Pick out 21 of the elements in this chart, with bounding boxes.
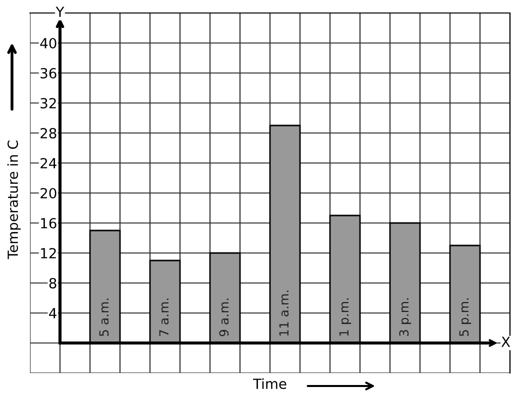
x-tick-label: 5 a.m. <box>99 298 109 336</box>
y-tick-label: 32 <box>40 98 56 108</box>
y-tick-label: 12 <box>41 248 56 258</box>
x-tick-label: 11 a.m. <box>279 290 289 336</box>
x-axis-title: Time <box>252 378 286 390</box>
annotation: X <box>501 336 510 347</box>
x-tick-label: 5 p.m. <box>459 298 472 336</box>
y-tick-label: 8 <box>49 278 56 288</box>
x-tick-label: 3 p.m. <box>399 298 412 336</box>
x-tick-label: 9 a.m. <box>219 298 229 336</box>
annotation: Y <box>56 6 64 17</box>
y-tick-label: 4 <box>49 308 56 318</box>
y-tick-label: 24 <box>40 158 56 168</box>
y-tick-label: 20 <box>40 188 56 198</box>
y-tick-label: 40 <box>40 38 56 48</box>
y-tick-label: 36 <box>40 68 56 78</box>
y-axis-title: Temperature in C <box>7 140 21 260</box>
x-tick-label: 7 a.m. <box>159 298 169 336</box>
y-tick-label: 16 <box>41 218 56 228</box>
y-tick-label: 28 <box>40 128 56 138</box>
x-tick-label: 1 p.m. <box>339 298 352 336</box>
